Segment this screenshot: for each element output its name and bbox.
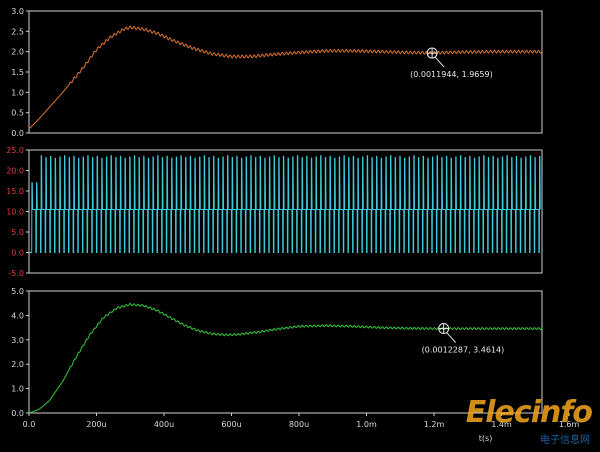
y-tick-label: 5.0 xyxy=(11,287,24,296)
y-tick-label: 25.0 xyxy=(6,146,24,155)
cursor-marker-bottom: (0.0012287, 3.4614) xyxy=(422,323,505,355)
y-tick-label: 15.0 xyxy=(6,187,24,196)
x-tick-label: 0.0 xyxy=(23,420,36,429)
y-tick-label: 1.0 xyxy=(11,385,24,394)
y-tick-label: 3.0 xyxy=(11,336,24,345)
y-tick-label: 0.0 xyxy=(11,249,24,258)
y-tick-label: 0.5 xyxy=(11,109,24,118)
y-tick-label: 3.0 xyxy=(11,7,24,16)
cursor-marker-top: (0.0011944, 1.9659) xyxy=(410,47,493,79)
x-tick-label: 1.2m xyxy=(424,420,445,429)
panel-top: 0.0 0.5 1.0 1.5 2.0 2.5 3.0 (0.0011944, 1.9659) xyxy=(11,7,543,138)
annotation-leader xyxy=(446,332,457,343)
panel-middle: -5.0 0.0 5.0 10.0 15.0 20.0 25.0 xyxy=(6,146,543,278)
y-tick-label: 2.5 xyxy=(11,27,24,36)
y-tick-label: 0.0 xyxy=(11,129,24,138)
y-tick-label: 2.0 xyxy=(11,360,24,369)
plot-frame-bottom xyxy=(28,290,543,414)
y-tick-label: -5.0 xyxy=(8,269,24,278)
x-axis-label: t(s) xyxy=(479,434,493,443)
y-tick-label: 0.0 xyxy=(11,409,24,418)
y-tick-label: 1.5 xyxy=(11,68,24,77)
x-tick-label: 1.0m xyxy=(356,420,377,429)
x-tick-label: 800u xyxy=(289,420,309,429)
y-tick-label: 1.0 xyxy=(11,88,24,97)
series-line-middle xyxy=(29,155,541,253)
series-line-top xyxy=(28,25,543,130)
annotation-label: (0.0012287, 3.4614) xyxy=(422,346,505,355)
watermark-subtitle: 电子信息网 xyxy=(540,435,590,446)
annotation-leader xyxy=(434,56,445,68)
x-tick-label: 600u xyxy=(221,420,241,429)
x-tick-label: 1.4m xyxy=(491,420,512,429)
y-tick-label: 5.0 xyxy=(11,228,24,237)
series-line-bottom xyxy=(28,302,543,414)
x-tick-label: 1.6m xyxy=(559,420,580,429)
annotation-label: (0.0011944, 1.9659) xyxy=(410,70,493,79)
y-tick-label: 4.0 xyxy=(11,311,24,320)
panel-bottom: 0.0 1.0 2.0 3.0 4.0 5.0 0.0 200u 400u 600u 800u 1.0… xyxy=(11,287,580,443)
watermark-logo: Elecinfo xyxy=(465,395,593,430)
y-tick-label: 2.0 xyxy=(11,48,24,57)
y-tick-label: 20.0 xyxy=(6,167,24,176)
x-tick-label: 200u xyxy=(86,420,106,429)
y-tick-label: 10.0 xyxy=(6,208,24,217)
x-tick-label: 400u xyxy=(154,420,174,429)
